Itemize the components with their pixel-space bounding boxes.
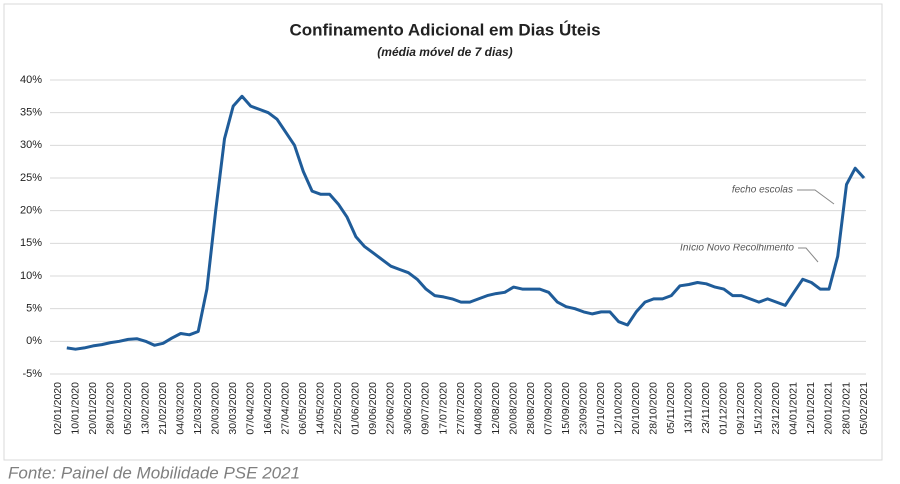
y-tick-label: 15% [20,237,42,249]
x-tick-label: 12/01/2021 [805,382,817,435]
y-tick-label: 20% [20,205,42,217]
x-tick-label: 30/06/2020 [402,382,414,435]
annotation: fecho escolas [732,185,793,196]
y-tick-label: 30% [20,139,42,151]
y-tick-label: 35% [20,107,42,119]
x-tick-label: 20/03/2020 [209,382,221,435]
annotation: Início Novo Recolhimento [680,243,794,254]
x-tick-label: 13/02/2020 [139,382,151,435]
x-tick-label: 28/01/2020 [104,382,116,435]
x-tick-label: 22/05/2020 [332,382,344,435]
y-tick-label: 10% [20,270,42,282]
y-tick-label: 0% [26,335,42,347]
x-tick-label: 01/12/2020 [718,382,730,435]
x-tick-label: 13/11/2020 [683,382,695,434]
x-tick-label: 22/06/2020 [385,382,397,435]
line [66,94,866,351]
x-tick-label: 28/08/2020 [525,382,537,435]
x-tick-label: 04/03/2020 [174,382,186,435]
x-tick-label: 12/08/2020 [490,382,502,435]
chart-subtitle: (média móvel de 7 dias) [377,45,512,59]
x-tick-label: 20/01/2020 [87,382,99,435]
x-tick-label: 16/04/2020 [262,382,274,435]
x-tick-label: 04/08/2020 [472,382,484,435]
x-tick-label: 05/02/2021 [858,382,870,435]
x-tick-label: 04/01/2021 [788,382,800,435]
x-tick-label: 05/11/2020 [665,382,677,434]
x-tick-label: 21/02/2020 [157,382,169,435]
annotation-leader [797,189,835,205]
x-tick-label: 15/12/2020 [753,382,765,435]
annotation-leader [798,247,819,263]
y-tick-label: 5% [26,303,42,315]
x-tick-label: 01/10/2020 [595,382,607,435]
x-tick-label: 12/10/2020 [612,382,624,435]
x-tick-label: 07/09/2020 [542,382,554,435]
y-tick-label: -5% [22,368,42,380]
x-tick-label: 09/12/2020 [735,382,747,435]
source: Fonte: Painel de Mobilidade PSE 2021 [8,463,300,482]
x-tick-label: 07/04/2020 [245,382,257,435]
x-tick-label: 23/09/2020 [577,382,589,435]
x-tick-label: 20/10/2020 [630,382,642,435]
chart-frame [3,3,883,461]
x-tick-label: 23/12/2020 [770,382,782,435]
x-tick-label: 30/03/2020 [227,382,239,435]
x-tick-label: 27/07/2020 [455,382,467,435]
x-tick-label: 01/06/2020 [350,382,362,435]
x-tick-label: 09/06/2020 [367,382,379,435]
x-tick-label: 12/03/2020 [192,382,204,435]
x-tick-label: 23/11/2020 [700,382,712,434]
x-tick-label: 27/04/2020 [280,382,292,435]
x-tick-label: 20/08/2020 [507,382,519,435]
x-tick-label: 28/01/2021 [840,382,852,435]
x-tick-label: 15/09/2020 [560,382,572,435]
chart-title: Confinamento Adicional em Dias Úteis [289,20,600,39]
x-tick-label: 20/01/2021 [823,382,835,435]
x-tick-label: 09/07/2020 [420,382,432,435]
x-tick-label: 02/01/2020 [52,382,64,435]
x-tick-label: 14/05/2020 [315,382,327,435]
x-tick-label: 10/01/2020 [69,382,81,435]
x-tick-label: 05/02/2020 [122,382,134,435]
x-tick-label: 17/07/2020 [437,382,449,435]
x-tick-label: 28/10/2020 [648,382,660,435]
x-tick-label: 06/05/2020 [297,382,309,435]
y-tick-label: 40% [20,74,42,86]
y-tick-label: 25% [20,172,42,184]
